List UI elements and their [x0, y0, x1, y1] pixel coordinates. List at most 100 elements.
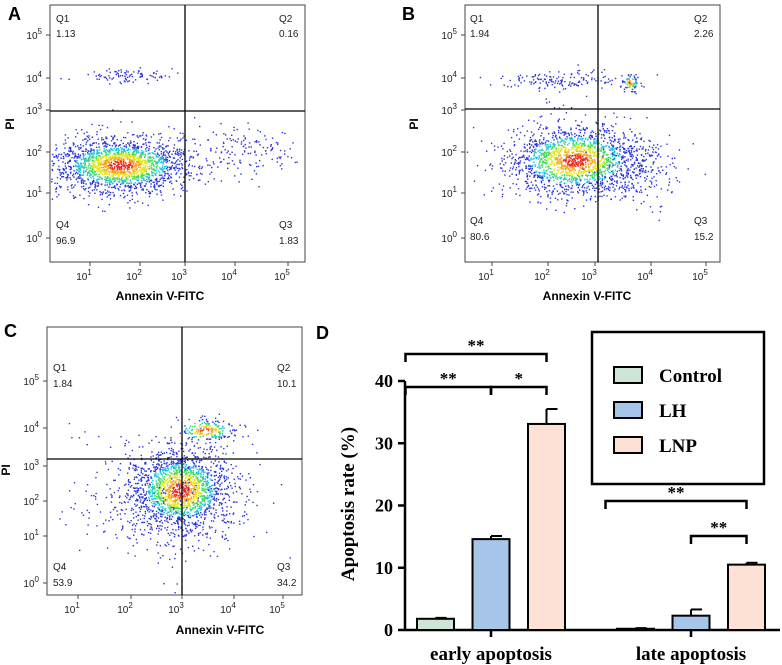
event-dot — [109, 194, 111, 196]
event-dot — [135, 164, 137, 167]
event-dot — [96, 189, 98, 191]
event-dot — [178, 150, 181, 152]
event-dot — [271, 148, 273, 150]
event-dot — [589, 155, 591, 157]
event-dot — [105, 77, 108, 80]
event-dot — [183, 176, 185, 178]
event-dot — [129, 463, 132, 465]
event-dot — [113, 160, 116, 162]
event-dot — [115, 73, 117, 76]
event-dot — [137, 136, 139, 138]
event-dot — [656, 196, 658, 198]
event-dot — [587, 165, 590, 167]
event-dot — [160, 75, 163, 77]
event-dot — [109, 157, 112, 159]
event-dot — [167, 169, 169, 172]
event-dot — [108, 68, 111, 70]
event-dot — [155, 155, 158, 157]
event-dot — [675, 167, 677, 169]
event-dot — [526, 186, 528, 188]
event-dot — [100, 160, 103, 162]
event-dot — [600, 147, 603, 149]
event-dot — [238, 181, 240, 183]
event-dot — [590, 169, 592, 172]
event-dot — [121, 158, 123, 161]
event-dot — [592, 71, 594, 73]
event-dot — [143, 174, 145, 176]
event-dot — [564, 171, 566, 173]
event-dot — [124, 180, 127, 183]
event-dot — [79, 174, 81, 176]
event-dot — [582, 79, 585, 81]
event-dot — [134, 178, 137, 180]
event-dot — [109, 71, 111, 74]
x-axis-title: Annexin V-FITC — [543, 289, 632, 303]
event-dot — [577, 174, 579, 176]
event-dot — [117, 171, 119, 174]
event-dot — [599, 177, 601, 180]
event-dot — [605, 188, 608, 190]
event-dot — [615, 147, 617, 149]
event-dot — [112, 162, 115, 165]
event-dot — [656, 74, 659, 76]
event-dot — [575, 143, 578, 145]
event-dot — [616, 181, 618, 183]
event-dot — [630, 166, 632, 168]
event-dot — [105, 179, 107, 181]
event-dot — [538, 157, 540, 159]
event-dot — [110, 140, 113, 142]
event-dot — [212, 131, 214, 133]
event-dot — [107, 159, 109, 161]
event-dot — [63, 169, 66, 171]
event-dot — [182, 132, 184, 135]
event-dot — [182, 189, 184, 192]
event-dot — [145, 144, 148, 146]
event-dot — [480, 140, 483, 142]
event-dot — [526, 182, 529, 184]
event-dot — [115, 156, 117, 158]
event-dot — [169, 505, 172, 507]
event-dot — [135, 187, 137, 189]
event-dot — [575, 127, 577, 129]
event-dot — [542, 175, 544, 177]
event-dot — [123, 170, 125, 172]
event-dot — [96, 167, 98, 169]
event-dot — [181, 158, 183, 161]
event-dot — [175, 475, 178, 477]
event-dot — [585, 154, 588, 156]
event-dot — [490, 142, 493, 145]
event-dot — [92, 142, 94, 145]
event-dot — [104, 161, 106, 164]
event-dot — [637, 182, 639, 184]
event-dot — [556, 163, 558, 165]
event-dot — [621, 197, 623, 200]
event-dot — [158, 149, 161, 151]
event-dot — [110, 181, 113, 183]
event-dot — [632, 196, 634, 198]
event-dot — [489, 164, 491, 166]
event-dot — [146, 508, 148, 510]
event-dot — [168, 174, 170, 177]
event-dot — [643, 177, 646, 179]
event-dot — [180, 508, 182, 510]
event-dot — [550, 163, 552, 166]
event-dot — [208, 485, 211, 488]
event-dot — [83, 162, 85, 164]
event-dot — [67, 137, 69, 139]
event-dot — [87, 158, 89, 160]
event-dot — [645, 158, 647, 161]
event-dot — [92, 161, 94, 163]
event-dot — [585, 190, 587, 192]
event-dot — [607, 189, 610, 191]
event-dot — [296, 161, 298, 163]
event-dot — [607, 156, 609, 159]
event-dot — [152, 76, 155, 78]
event-dot — [292, 142, 294, 144]
event-dot — [188, 179, 191, 181]
event-dot — [135, 176, 138, 179]
event-dot — [560, 138, 562, 140]
event-dot — [155, 457, 157, 459]
event-dot — [123, 164, 126, 166]
event-dot — [102, 138, 105, 141]
event-dot — [559, 155, 561, 157]
